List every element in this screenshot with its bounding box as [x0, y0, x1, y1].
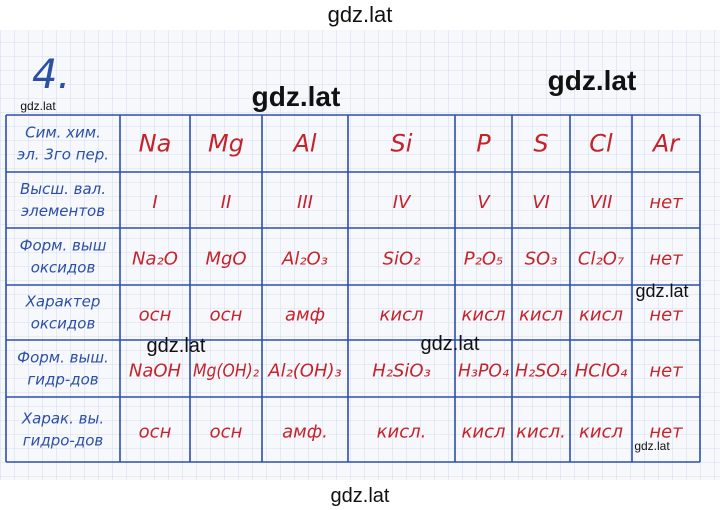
table-cell: кисл [462, 305, 506, 326]
table-cell: Na [139, 130, 172, 158]
table-cell: нет [649, 361, 683, 382]
table-cell: Cl₂O₇ [578, 249, 625, 270]
watermark: gdz.lat [635, 281, 688, 301]
row-header: Характер [25, 293, 101, 311]
watermarks: gdz.lat gdz.lat gdz.lat gdz.lat gdz.lat gdz.l… [20, 2, 688, 507]
table-cell: MgO [205, 249, 246, 270]
table-cell: кисл. [516, 422, 566, 443]
table-cell: H₂SiO₃ [372, 361, 431, 382]
row-header: эл. 3го пер. [17, 146, 109, 164]
table-cell: кисл [462, 422, 506, 443]
table-cell: SO₃ [525, 249, 558, 270]
table-cell: Al₂(OH)₃ [267, 361, 342, 382]
row-header: Сим. хим. [25, 124, 101, 142]
row-header: оксидов [31, 315, 96, 333]
row-header: оксидов [31, 259, 96, 277]
table-cell: VI [532, 192, 550, 213]
table-cell: III [297, 192, 313, 213]
watermark: gdz.lat [252, 81, 341, 112]
table-cell: кисл [380, 305, 424, 326]
table-cell: нет [649, 305, 683, 326]
table-cell: Si [391, 130, 413, 158]
row-header: гидро-дов [23, 432, 104, 450]
table-cell: Mg [208, 130, 244, 158]
table-cell: H₂SO₄ [515, 361, 568, 382]
watermark: gdz.lat [20, 99, 56, 113]
table-cell: H₃PO₄ [458, 361, 510, 382]
watermark: gdz.lat [421, 333, 480, 355]
table-cell: кисл. [377, 422, 427, 443]
table-cell: P₂O₅ [464, 249, 503, 270]
table-cell: II [221, 192, 232, 213]
table-cell: кисл [579, 422, 623, 443]
table-cell: Cl [589, 130, 613, 158]
table-cell: нет [649, 192, 683, 213]
table-cell: осн [139, 305, 172, 326]
watermark: gdz.lat [147, 335, 206, 357]
table-cell: осн [210, 305, 243, 326]
table-cell: амф [285, 305, 325, 326]
watermark: gdz.lat [328, 2, 393, 27]
table-cell: нет [649, 249, 683, 270]
table-cell: осн [210, 422, 243, 443]
row-header: Харак. вы. [21, 410, 104, 428]
watermark: gdz.lat [634, 439, 670, 453]
table-cell: Ar [651, 130, 681, 158]
table-cell: I [152, 192, 157, 213]
table-cell: кисл [579, 305, 623, 326]
table: Сим. хим. эл. 3го пер. Na Mg Al Si P S Cl Ar Высш.… [5, 114, 701, 463]
table-cell: нет [649, 422, 683, 443]
row-header: Форм. выш [20, 237, 107, 255]
row-header: Высш. вал. [20, 180, 106, 198]
table-cell: S [533, 130, 548, 158]
row-header: Форм. выш. [17, 349, 109, 367]
table-cell: кисл [519, 305, 563, 326]
table-cell: Al₂O₃ [281, 249, 328, 270]
table-cell: V [477, 192, 491, 213]
table-cell: SiO₂ [383, 249, 421, 270]
table-cell: NaOH [129, 361, 182, 382]
row-header: гидр-дов [27, 371, 98, 389]
watermark: gdz.lat [331, 485, 390, 507]
watermark: gdz.lat [548, 65, 637, 96]
table-cell: Na₂O [132, 249, 178, 270]
table-cell: амф. [282, 422, 328, 443]
row-header: элементов [21, 202, 105, 220]
table-cell: VII [590, 192, 613, 213]
table-cell: осн [139, 422, 172, 443]
table-cell: HClO₄ [575, 361, 628, 382]
table-cell: P [476, 130, 491, 158]
task-number: 4. [32, 52, 70, 98]
table-cell: Mg(OH)₂ [193, 361, 259, 382]
table-cell: IV [393, 192, 412, 213]
table-cell: Al [291, 130, 316, 158]
